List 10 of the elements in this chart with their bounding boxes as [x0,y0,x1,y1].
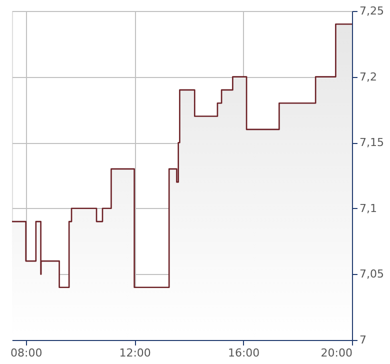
x-tick-label: 08:00 [10,346,42,360]
y-tick-label: 7,1 [360,202,377,215]
y-tick-label: 7,15 [360,136,384,150]
x-tick-label: 16:00 [228,346,260,360]
y-tick-label: 7,05 [360,268,384,281]
y-tick-label: 7,25 [360,4,384,18]
y-tick-label: 7,2 [360,70,377,84]
y-tick-label: 7 [360,334,366,346]
x-tick-label: 20:00 [320,346,352,360]
x-tick-label: 12:00 [119,346,151,360]
